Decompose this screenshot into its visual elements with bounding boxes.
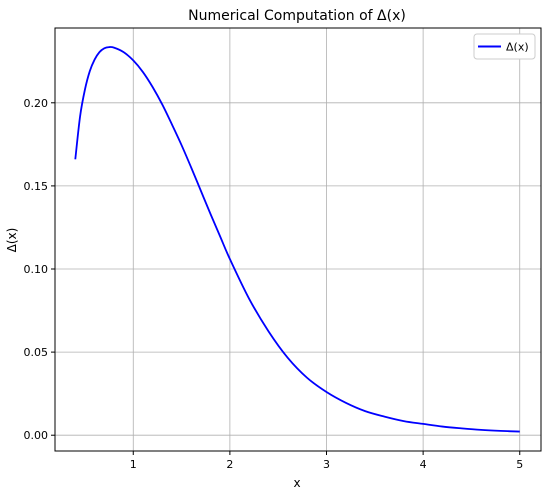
y-tick-label: 0.00 bbox=[24, 429, 49, 442]
chart-title: Numerical Computation of Δ(x) bbox=[188, 8, 406, 24]
x-ticks: 1 2 3 4 5 bbox=[130, 451, 523, 471]
x-tick-label: 4 bbox=[420, 458, 427, 471]
legend-label: Δ(x) bbox=[506, 41, 529, 54]
y-tick-label: 0.10 bbox=[24, 263, 49, 276]
series-layer bbox=[74, 46, 520, 433]
x-tick-label: 1 bbox=[130, 458, 137, 471]
x-tick-label: 5 bbox=[516, 458, 523, 471]
x-axis-label: x bbox=[293, 476, 300, 490]
grid bbox=[55, 28, 541, 451]
x-tick-label: 3 bbox=[323, 458, 330, 471]
y-ticks: 0.00 0.05 0.10 0.15 0.20 bbox=[24, 97, 55, 442]
legend-box bbox=[473, 33, 536, 60]
y-tick-label: 0.15 bbox=[24, 180, 49, 193]
y-tick-label: 0.05 bbox=[24, 346, 49, 359]
y-axis-label: Δ(x) bbox=[5, 228, 19, 253]
plot-frame bbox=[54, 27, 542, 452]
series-line-delta bbox=[74, 46, 520, 433]
legend: Δ(x) bbox=[473, 33, 536, 60]
x-tick-label: 2 bbox=[226, 458, 233, 471]
y-tick-label: 0.20 bbox=[24, 97, 49, 110]
